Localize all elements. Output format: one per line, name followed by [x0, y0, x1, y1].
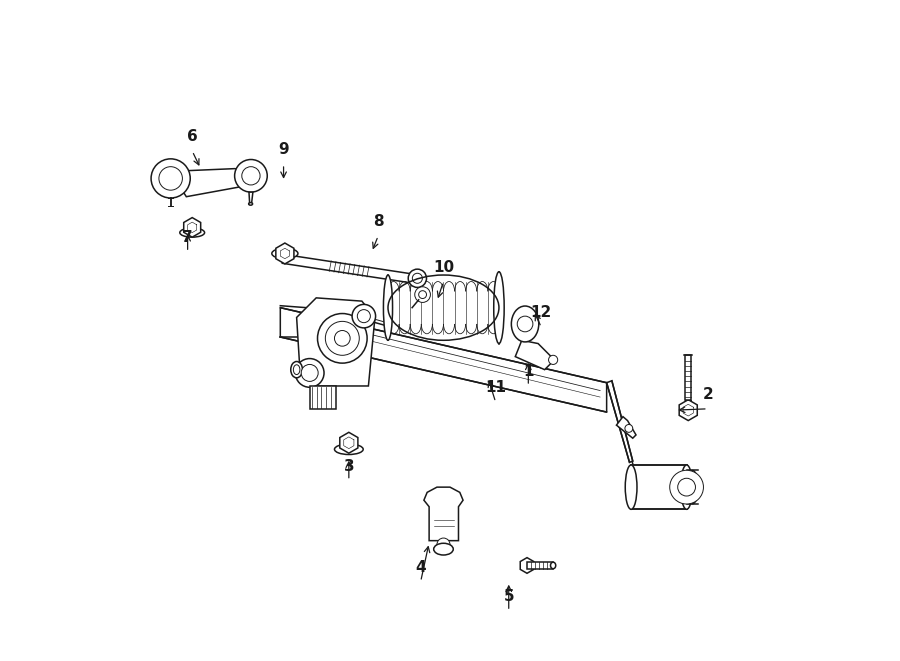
- Text: 6: 6: [187, 129, 198, 144]
- Polygon shape: [310, 386, 336, 408]
- Text: 4: 4: [415, 560, 426, 575]
- Text: 10: 10: [433, 260, 454, 275]
- Circle shape: [335, 330, 350, 346]
- Circle shape: [436, 538, 450, 551]
- Circle shape: [357, 309, 371, 323]
- Circle shape: [518, 316, 533, 332]
- Polygon shape: [527, 563, 554, 568]
- Polygon shape: [297, 298, 375, 386]
- Polygon shape: [685, 355, 691, 400]
- Ellipse shape: [383, 275, 392, 340]
- Polygon shape: [275, 243, 294, 264]
- Circle shape: [409, 269, 427, 288]
- Polygon shape: [424, 487, 464, 541]
- Circle shape: [295, 358, 324, 387]
- Circle shape: [352, 305, 375, 328]
- Text: 5: 5: [503, 590, 514, 604]
- Circle shape: [235, 159, 267, 192]
- Circle shape: [412, 273, 422, 284]
- Ellipse shape: [293, 365, 300, 375]
- Circle shape: [678, 479, 696, 496]
- Circle shape: [151, 159, 190, 198]
- Ellipse shape: [248, 202, 253, 205]
- Text: 1: 1: [523, 364, 534, 379]
- Ellipse shape: [494, 272, 504, 344]
- Circle shape: [159, 167, 183, 190]
- Circle shape: [670, 470, 704, 504]
- Circle shape: [318, 313, 367, 363]
- Polygon shape: [249, 192, 253, 203]
- Polygon shape: [520, 558, 534, 573]
- Ellipse shape: [272, 249, 298, 258]
- Text: 9: 9: [278, 142, 289, 157]
- Ellipse shape: [291, 362, 302, 378]
- Polygon shape: [631, 465, 687, 510]
- Circle shape: [549, 356, 558, 364]
- Ellipse shape: [551, 563, 555, 568]
- Polygon shape: [184, 217, 201, 237]
- Polygon shape: [340, 432, 358, 453]
- Text: 2: 2: [702, 387, 713, 402]
- Text: 11: 11: [485, 381, 506, 395]
- Circle shape: [302, 364, 319, 381]
- Polygon shape: [516, 340, 554, 369]
- Text: 8: 8: [373, 214, 383, 229]
- Polygon shape: [283, 254, 410, 283]
- Polygon shape: [616, 416, 636, 438]
- Text: 7: 7: [183, 230, 193, 245]
- Ellipse shape: [680, 465, 692, 510]
- Polygon shape: [607, 381, 633, 462]
- Text: 12: 12: [531, 305, 552, 321]
- Text: 3: 3: [344, 459, 354, 474]
- Polygon shape: [176, 169, 251, 197]
- Circle shape: [325, 321, 359, 356]
- Circle shape: [242, 167, 260, 185]
- Circle shape: [625, 424, 633, 432]
- Polygon shape: [680, 400, 698, 420]
- Ellipse shape: [687, 471, 698, 504]
- Circle shape: [415, 287, 430, 303]
- Ellipse shape: [434, 543, 454, 555]
- Ellipse shape: [511, 306, 539, 342]
- Ellipse shape: [180, 228, 204, 237]
- Polygon shape: [280, 307, 607, 412]
- Ellipse shape: [335, 444, 364, 455]
- Circle shape: [418, 291, 427, 299]
- Ellipse shape: [626, 465, 637, 510]
